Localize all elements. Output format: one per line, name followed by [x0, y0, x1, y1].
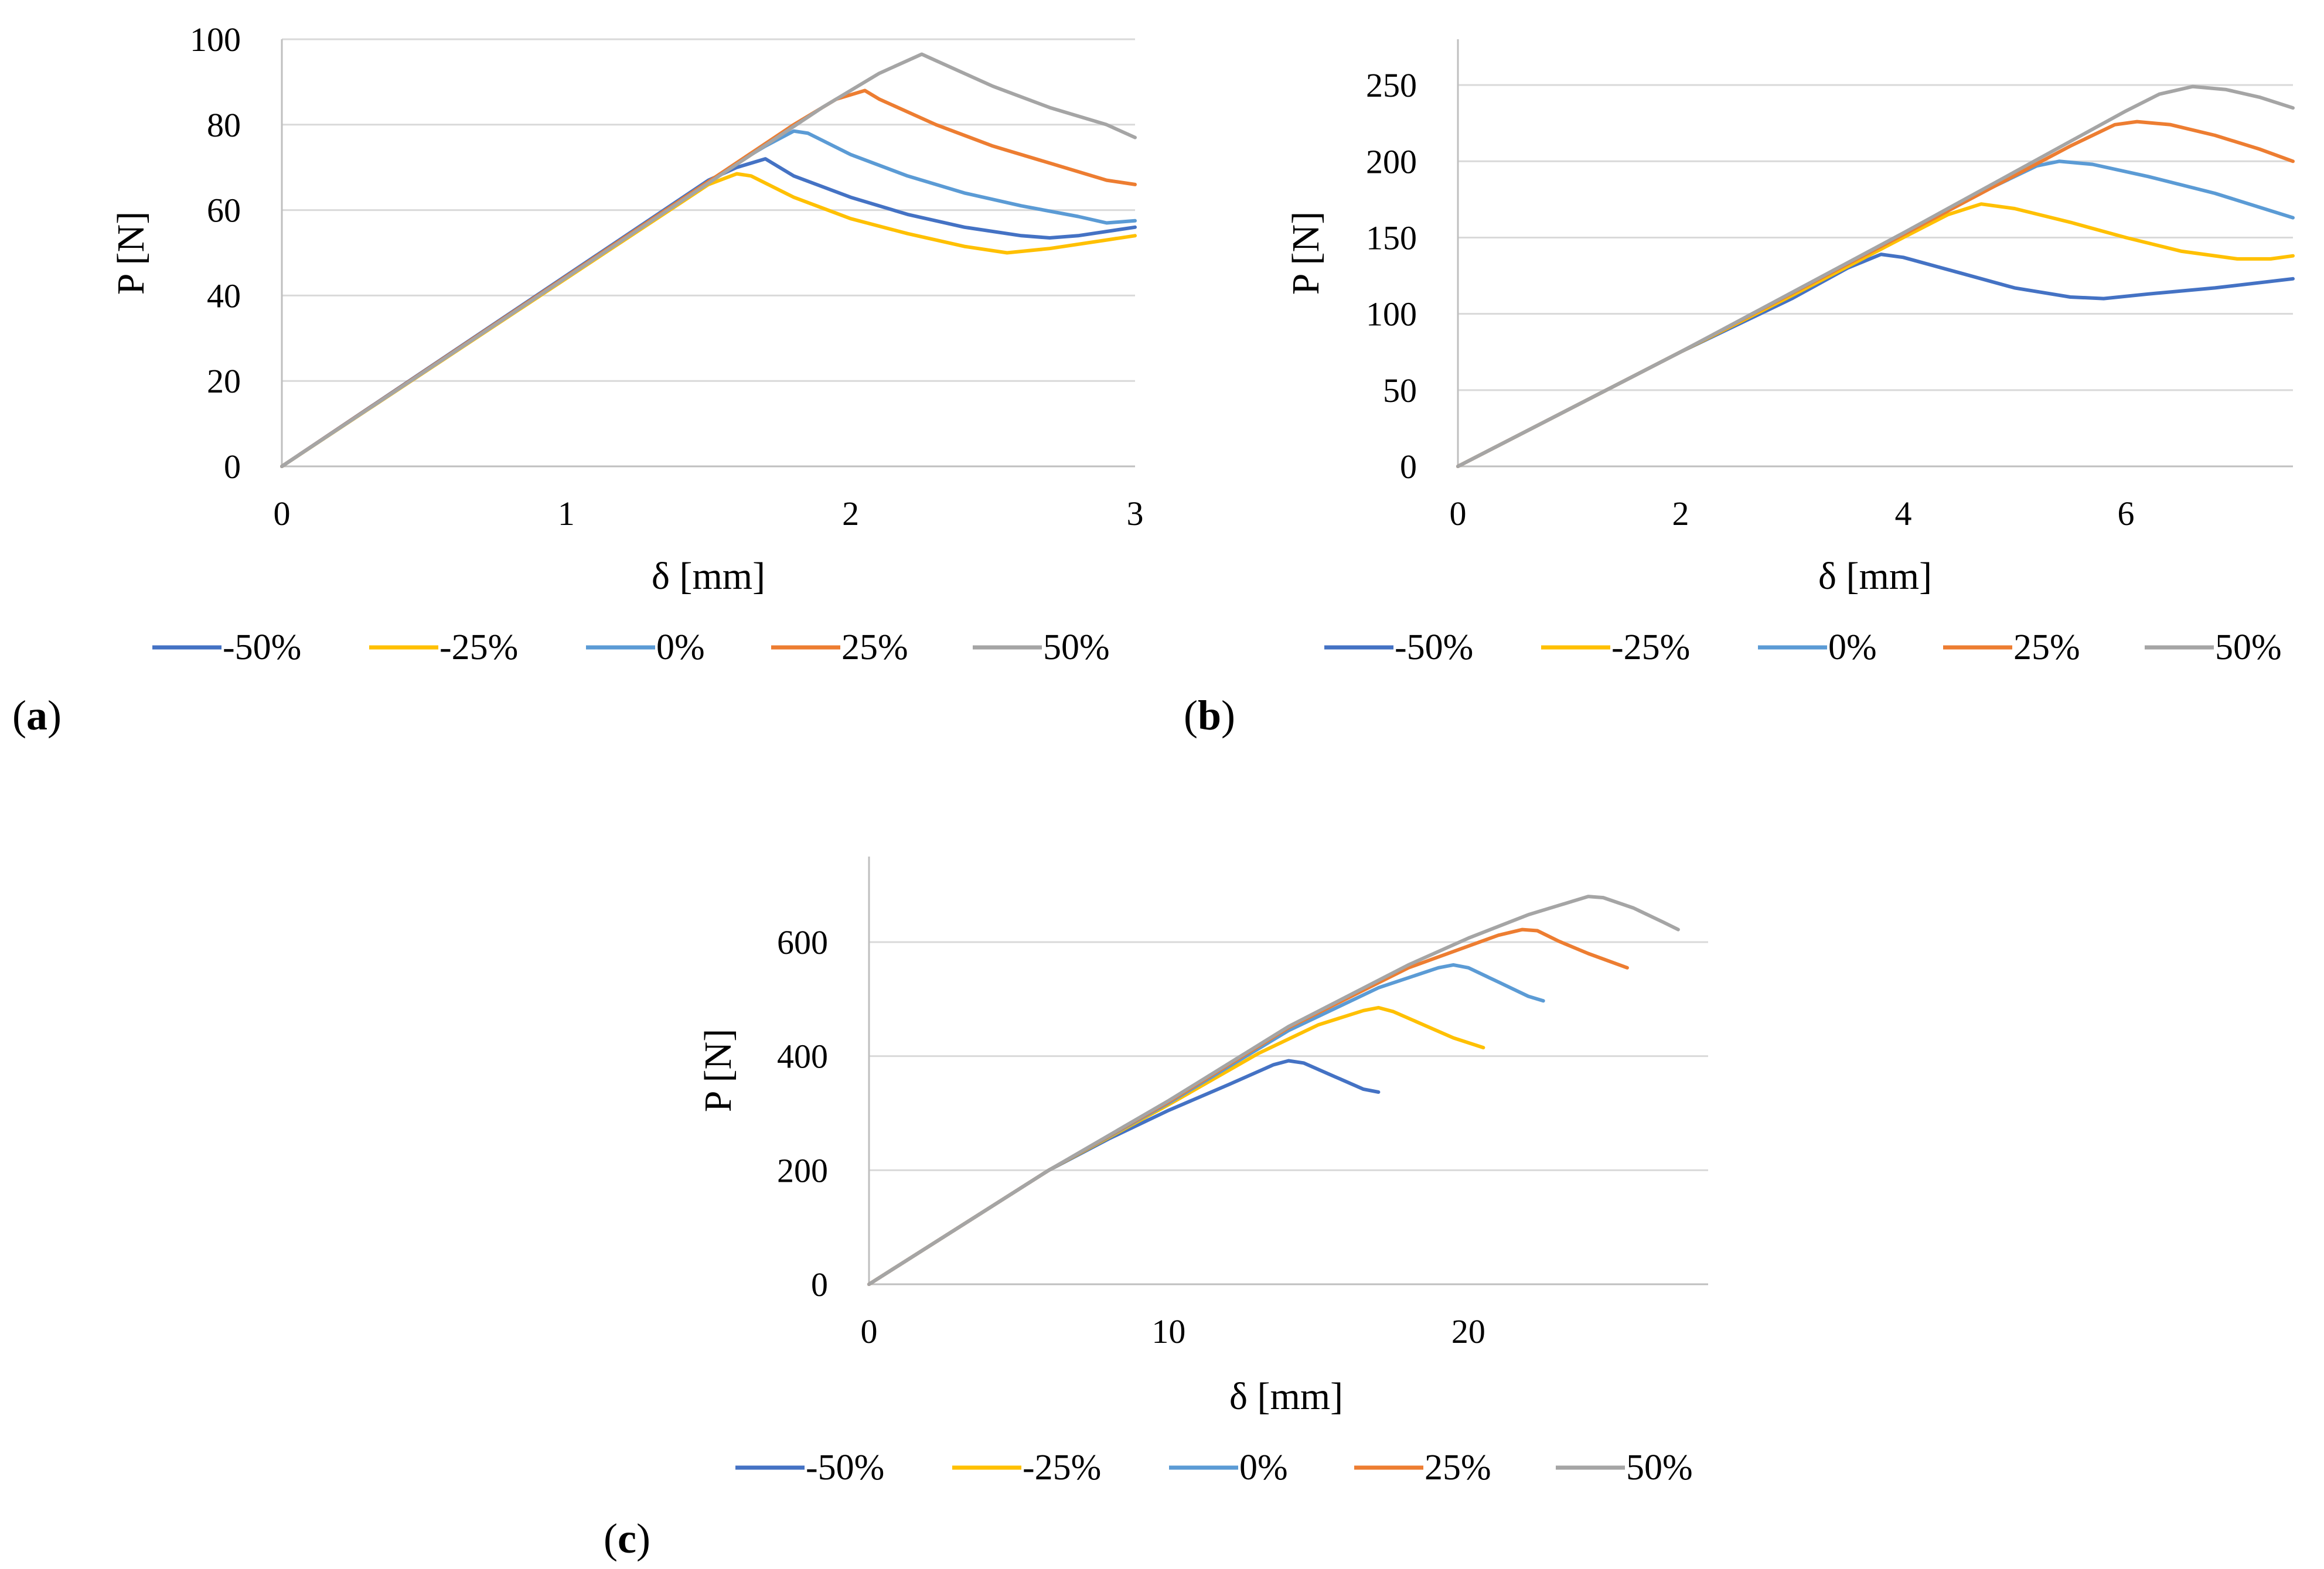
y-tick-label: 40 — [207, 277, 241, 315]
series-line-50pct — [867, 895, 1680, 1286]
legend-label: -25% — [439, 627, 518, 667]
y-tick-label: 200 — [777, 1151, 828, 1189]
panel-letter: a — [26, 692, 47, 739]
series-line-25pct — [280, 88, 1137, 468]
legend-label: 25% — [1425, 1448, 1491, 1488]
chart-b: 0 50 100 150 200 250 0 2 4 6 δ [mm] P [N] -50% -25% 0%… — [1184, 39, 2295, 739]
chart-c: 0 200 400 600 0 10 20 δ [mm] P [N] -50% -25% 0% 25% 5… — [604, 857, 1708, 1562]
series-line-25pct — [1456, 120, 2295, 468]
legend-item-minus-50pct: -50% — [152, 627, 301, 667]
y-tick-label: 400 — [777, 1038, 828, 1076]
panel-label: (b) — [1184, 692, 1235, 739]
y-tick-label: 100 — [190, 21, 241, 59]
legend-label: 50% — [2215, 627, 2282, 667]
legend-item-25pct: 25% — [1943, 627, 2080, 667]
x-tick-label: 0 — [274, 494, 291, 533]
legend-label: 0% — [656, 627, 705, 667]
legend-item-0pct: 0% — [1169, 1448, 1288, 1488]
legend-label: 25% — [2013, 627, 2080, 667]
legend-label: -25% — [1611, 627, 1690, 667]
series-line-25pct — [867, 927, 1629, 1286]
y-tick-label: 0 — [1400, 448, 1417, 486]
y-axis-title: P [N] — [1284, 212, 1327, 295]
panel-letter: b — [1198, 692, 1221, 739]
x-tick-label: 4 — [1895, 494, 1912, 533]
legend-item-minus-25pct: -25% — [952, 1448, 1101, 1488]
y-axis-title: P [N] — [697, 1029, 740, 1112]
x-axis-title: δ [mm] — [652, 555, 765, 598]
series-line-50pct — [280, 52, 1137, 468]
panel-label: (c) — [604, 1515, 650, 1562]
y-tick-label: 150 — [1366, 219, 1417, 257]
series-line-minus-25pct — [867, 1005, 1485, 1286]
series-line-minus-50pct — [280, 157, 1137, 468]
y-tick-label: 60 — [207, 192, 241, 230]
x-tick-label: 10 — [1151, 1312, 1185, 1350]
legend-item-minus-25pct: -25% — [369, 627, 518, 667]
y-tick-label: 100 — [1366, 295, 1417, 333]
legend-label: 50% — [1626, 1448, 1693, 1488]
y-tick-label: 50 — [1383, 371, 1417, 410]
legend-item-minus-50pct: -50% — [1324, 627, 1473, 667]
series-line-minus-50pct — [1456, 253, 2295, 468]
legend-item-50pct: 50% — [973, 627, 1110, 667]
legend-label: 0% — [1828, 627, 1877, 667]
legend-label: 0% — [1239, 1448, 1288, 1488]
legend-item-25pct: 25% — [771, 627, 908, 667]
series-line-0pct — [867, 963, 1545, 1286]
x-tick-label: 3 — [1127, 494, 1144, 533]
x-tick-label: 2 — [842, 494, 859, 533]
y-tick-label: 20 — [207, 362, 241, 400]
chart-a: 0 20 40 60 80 100 0 1 2 3 δ [mm] P [N] -50% -25% 0% 25%… — [12, 21, 1144, 739]
legend-item-0pct: 0% — [1758, 627, 1877, 667]
legend-item-50pct: 50% — [2145, 627, 2282, 667]
series-line-minus-50pct — [867, 1059, 1381, 1286]
y-axis-title: P [N] — [110, 212, 152, 295]
x-tick-label: 20 — [1451, 1312, 1485, 1350]
x-tick-label: 0 — [1450, 494, 1467, 533]
legend-label: -50% — [806, 1448, 884, 1488]
x-tick-label: 2 — [1672, 494, 1689, 533]
panel-letter: c — [618, 1515, 636, 1562]
x-axis-title: δ [mm] — [1229, 1375, 1343, 1418]
y-tick-label: 250 — [1366, 66, 1417, 104]
y-tick-label: 0 — [811, 1266, 828, 1304]
series-line-minus-25pct — [1456, 202, 2295, 468]
panel-label: (a) — [12, 692, 62, 739]
legend-label: -50% — [223, 627, 301, 667]
legend-label: 25% — [841, 627, 908, 667]
legend-label: -25% — [1023, 1448, 1101, 1488]
x-tick-label: 6 — [2118, 494, 2135, 533]
legend-item-0pct: 0% — [586, 627, 705, 667]
legend-item-50pct: 50% — [1556, 1448, 1693, 1488]
y-tick-label: 80 — [207, 106, 241, 144]
y-tick-label: 200 — [1366, 142, 1417, 180]
y-tick-label: 0 — [224, 448, 241, 486]
legend-item-minus-50pct: -50% — [735, 1448, 884, 1488]
legend-item-25pct: 25% — [1354, 1448, 1491, 1488]
x-tick-label: 0 — [861, 1312, 878, 1350]
legend-label: -50% — [1395, 627, 1473, 667]
x-axis-title: δ [mm] — [1818, 555, 1932, 598]
series-line-50pct — [1456, 84, 2295, 468]
series-line-minus-25pct — [280, 172, 1137, 468]
legend-item-minus-25pct: -25% — [1541, 627, 1690, 667]
y-tick-label: 600 — [777, 923, 828, 961]
legend-label: 50% — [1043, 627, 1110, 667]
x-tick-label: 1 — [558, 494, 575, 533]
